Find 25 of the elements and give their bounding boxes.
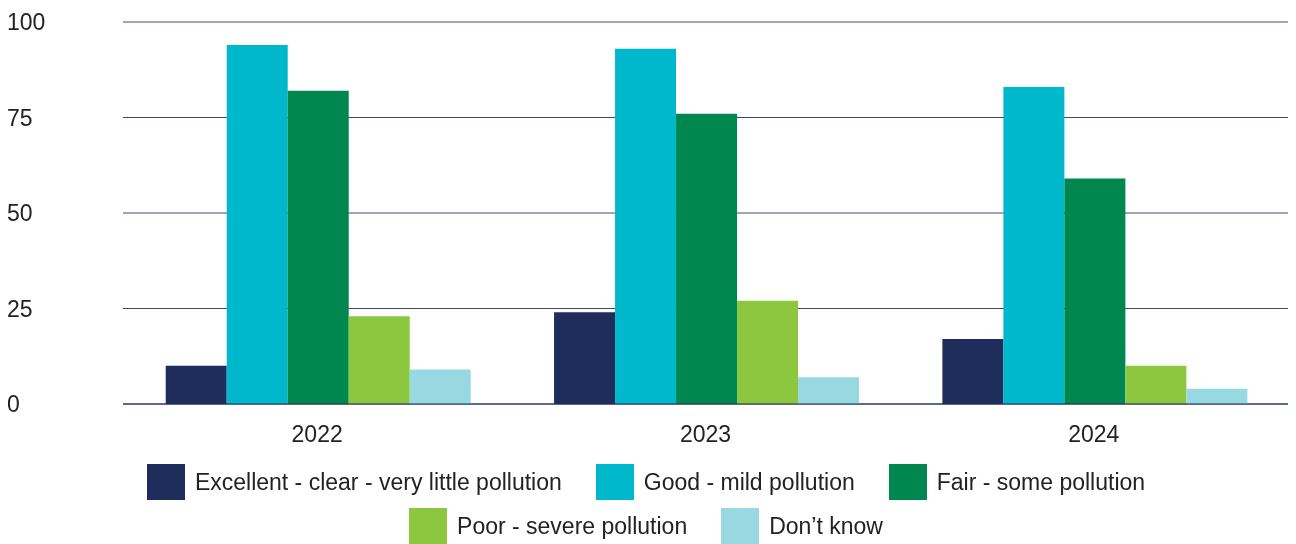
bar bbox=[348, 316, 410, 404]
y-tick-label: 25 bbox=[7, 295, 33, 322]
y-tick-label: 0 bbox=[7, 391, 20, 418]
legend-label: Don’t know bbox=[769, 512, 883, 540]
legend-label: Good - mild pollution bbox=[643, 468, 855, 496]
bar bbox=[409, 369, 471, 404]
bar bbox=[798, 377, 860, 404]
y-tick-label: 100 bbox=[7, 9, 46, 36]
x-tick-label: 2024 bbox=[1068, 421, 1120, 448]
y-tick-label: 50 bbox=[7, 200, 33, 227]
bar bbox=[1064, 178, 1126, 404]
bar bbox=[226, 44, 288, 404]
bar bbox=[1186, 388, 1248, 404]
y-tick-label: 75 bbox=[7, 104, 33, 131]
bar bbox=[287, 90, 349, 404]
bar bbox=[1003, 86, 1065, 404]
bar bbox=[737, 300, 799, 404]
x-tick-label: 2022 bbox=[291, 421, 343, 448]
bar bbox=[676, 113, 738, 404]
x-tick-label: 2023 bbox=[679, 421, 732, 448]
legend-label: Excellent - clear - very little pollution bbox=[194, 468, 562, 496]
legend-label: Poor - severe pollution bbox=[457, 512, 688, 540]
legend-label: Fair - some pollution bbox=[936, 468, 1146, 496]
bar bbox=[1125, 365, 1187, 404]
bar bbox=[615, 48, 677, 404]
